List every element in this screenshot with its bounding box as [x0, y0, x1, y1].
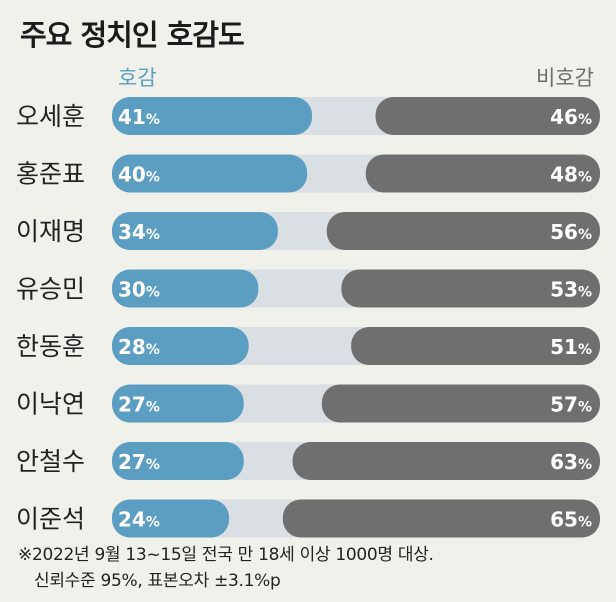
data-label-favorable: 24%	[118, 508, 160, 532]
data-label-unfavorable: 51%	[550, 335, 592, 359]
data-label-favorable: 27%	[118, 393, 160, 417]
data-label-favorable: 30%	[118, 278, 160, 302]
data-label-favorable: 40%	[118, 163, 160, 187]
category-label: 안철수	[16, 447, 85, 476]
data-label-unfavorable: 65%	[550, 508, 592, 532]
data-label-unfavorable: 53%	[550, 278, 592, 302]
data-label-unfavorable: 56%	[550, 220, 592, 244]
category-label: 오세훈	[16, 102, 85, 131]
bar-favorable	[112, 499, 230, 538]
bar-favorable	[112, 97, 313, 135]
bar-favorable	[112, 384, 244, 423]
bar-unfavorable	[292, 442, 600, 480]
bar-favorable	[112, 442, 244, 480]
chart-title: 주요 정치인 호감도	[20, 18, 245, 52]
category-label: 유승민	[16, 275, 85, 304]
footnote-line-2: 신뢰수준 95%, 표본오차 ±3.1%p	[34, 571, 281, 591]
bar-unfavorable	[365, 154, 600, 193]
category-label: 홍준표	[16, 160, 85, 189]
category-label: 이낙연	[16, 390, 85, 419]
data-label-favorable: 34%	[118, 220, 160, 244]
data-label-favorable: 27%	[118, 450, 160, 474]
data-label-unfavorable: 63%	[550, 450, 592, 474]
data-label-unfavorable: 48%	[550, 163, 592, 187]
legend-favorable: 호감	[118, 66, 157, 90]
bar-favorable	[112, 327, 249, 365]
legend-unfavorable: 비호감	[536, 66, 594, 90]
bar-unfavorable	[321, 384, 600, 423]
footnote-line-1: ※2022년 9월 13~15일 전국 만 18세 이상 1000명 대상.	[18, 545, 434, 565]
data-label-unfavorable: 57%	[550, 393, 592, 417]
bar-unfavorable	[326, 212, 600, 250]
bar-favorable	[112, 212, 278, 250]
bar-unfavorable	[341, 269, 600, 308]
data-label-favorable: 28%	[118, 335, 160, 359]
category-label: 한동훈	[16, 332, 85, 361]
category-label: 이준석	[16, 505, 85, 534]
bar-favorable	[112, 154, 308, 193]
data-label-favorable: 41%	[118, 105, 160, 129]
category-label: 이재명	[16, 217, 85, 246]
bar-chart: 오세훈 41% 46% 홍준표 40% 48% 이재명 34% 56% 유승민 30% 53% 한동훈 2…	[16, 97, 600, 538]
bar-favorable	[112, 269, 259, 308]
data-label-unfavorable: 46%	[550, 105, 592, 129]
bar-unfavorable	[375, 97, 600, 135]
bar-unfavorable	[282, 499, 600, 538]
bar-unfavorable	[351, 327, 600, 365]
